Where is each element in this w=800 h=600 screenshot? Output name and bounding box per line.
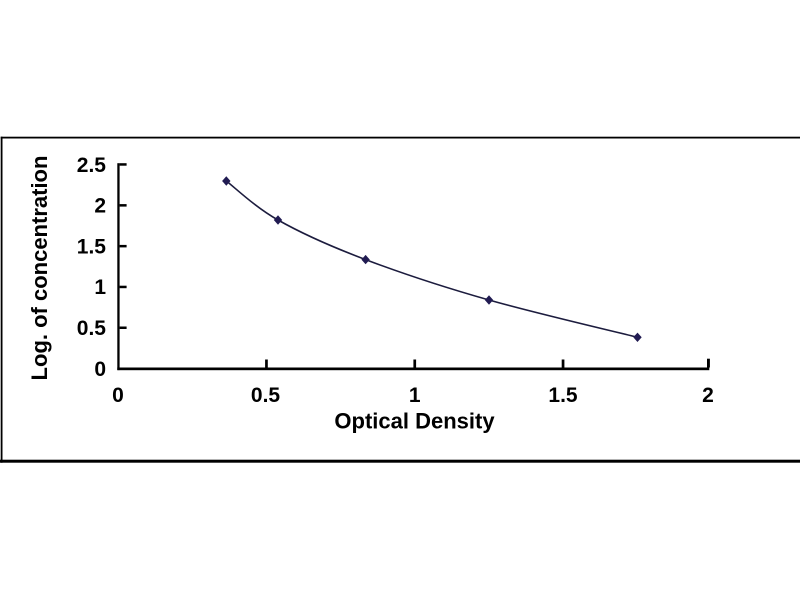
svg-text:0.5: 0.5 (77, 317, 107, 340)
svg-text:1.5: 1.5 (77, 235, 107, 258)
svg-text:Log. of concentration: Log. of concentration (27, 156, 52, 381)
svg-text:2: 2 (702, 384, 714, 407)
svg-text:0: 0 (112, 384, 124, 407)
svg-text:2.5: 2.5 (77, 154, 107, 177)
svg-text:0.5: 0.5 (251, 384, 281, 407)
svg-text:1: 1 (94, 276, 106, 299)
svg-text:1.5: 1.5 (548, 384, 578, 407)
svg-text:1: 1 (409, 384, 421, 407)
svg-text:Optical Density: Optical Density (334, 409, 495, 434)
svg-text:2: 2 (94, 195, 106, 218)
svg-text:0: 0 (94, 358, 106, 381)
